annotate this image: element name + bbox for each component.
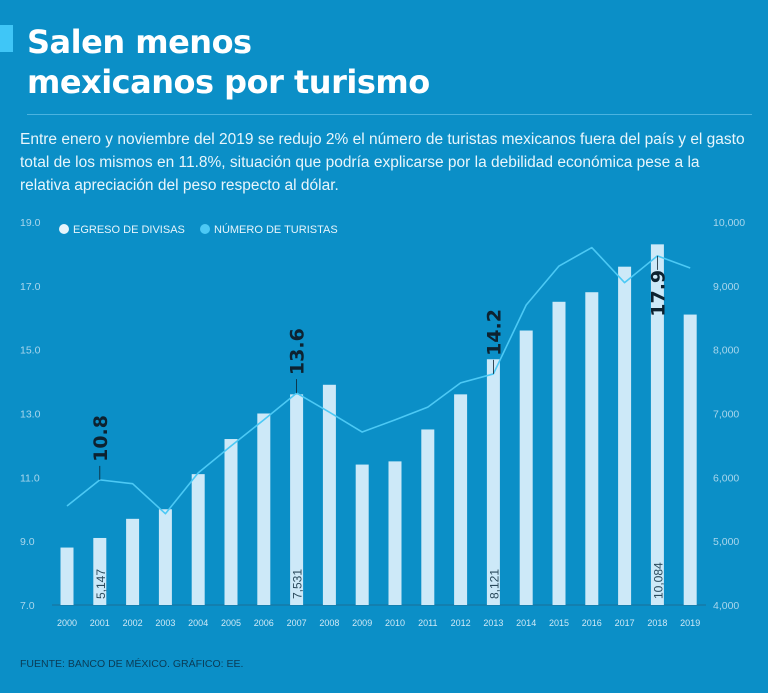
legend-line-label: NÚMERO DE TURISTAS <box>214 223 338 236</box>
bar-2010 <box>388 461 402 605</box>
right-y-tick-label: 6,000 <box>713 472 739 484</box>
title-accent-bar <box>0 25 13 52</box>
bar-2016 <box>585 292 599 605</box>
page-title: Salen menos mexicanos por turismo <box>27 22 430 102</box>
legend: EGRESO DE DIVISAS NÚMERO DE TURISTAS <box>59 223 338 236</box>
bar-2007 <box>290 394 304 605</box>
left-y-tick-label: 9.0 <box>20 536 35 548</box>
bar-2005 <box>224 439 238 605</box>
left-y-tick-label: 19.0 <box>20 217 41 229</box>
annotation-value-2007: 13.6 <box>287 328 309 375</box>
bar-2018 <box>650 244 664 605</box>
turistas-line <box>66 246 691 515</box>
x-tick-label: 2017 <box>615 618 635 628</box>
x-tick-label: 2004 <box>188 618 208 628</box>
x-tick-label: 2003 <box>155 618 175 628</box>
bar-2004 <box>191 474 205 605</box>
legend-bar-marker <box>59 224 69 234</box>
right-y-tick-label: 7,000 <box>713 409 739 421</box>
x-tick-label: 2009 <box>352 618 372 628</box>
legend-line-marker <box>200 224 210 234</box>
x-tick-label: 2015 <box>549 618 569 628</box>
bar-2012 <box>454 394 468 605</box>
bar-2008 <box>322 384 336 605</box>
bar-2006 <box>257 413 271 605</box>
bar-2017 <box>618 266 632 605</box>
bar-2019 <box>683 314 697 605</box>
annotation-value-2018: 17.9 <box>647 270 669 317</box>
x-tick-label: 2012 <box>451 618 471 628</box>
x-tick-label: 2016 <box>582 618 602 628</box>
left-y-tick-label: 7.0 <box>20 600 35 612</box>
legend-bar-label: EGRESO DE DIVISAS <box>73 224 185 236</box>
x-tick-label: 2013 <box>483 618 503 628</box>
bar-2001 <box>93 537 107 605</box>
right-y-tick-label: 8,000 <box>713 345 739 357</box>
subtitle: Entre enero y noviembre del 2019 se redu… <box>20 131 745 194</box>
header-divider <box>27 114 752 115</box>
left-y-tick-label: 11.0 <box>20 472 40 484</box>
source-footer: FUENTE: BANCO DE MÉXICO. GRÁFICO: EE. <box>20 658 244 670</box>
bar-2000 <box>60 547 74 605</box>
bar-2011 <box>421 429 435 605</box>
annotation-value-2013: 14.2 <box>483 309 505 356</box>
bar-2002 <box>126 518 140 605</box>
x-tick-label: 2007 <box>287 618 307 628</box>
title-line-2: mexicanos por turismo <box>27 63 430 101</box>
right-y-tick-label: 10,000 <box>713 217 745 229</box>
x-tick-label: 2014 <box>516 618 536 628</box>
right-y-tick-label: 4,000 <box>713 600 739 612</box>
bar-2013 <box>486 359 500 605</box>
bar-2009 <box>355 464 369 605</box>
annotation-value-2001: 10.8 <box>90 415 112 462</box>
x-tick-label: 2008 <box>319 618 339 628</box>
x-tick-label: 2019 <box>680 618 700 628</box>
x-tick-label: 2001 <box>90 618 110 628</box>
left-y-tick-label: 17.0 <box>20 281 41 293</box>
annotation-small-2007: 7,531 <box>291 569 305 599</box>
x-tick-label: 2005 <box>221 618 241 628</box>
x-tick-label: 2011 <box>418 618 437 628</box>
x-tick-label: 2018 <box>647 618 667 628</box>
bar-2014 <box>519 330 533 605</box>
right-y-tick-label: 9,000 <box>713 281 739 293</box>
title-line-1: Salen menos <box>27 23 252 61</box>
bar-2015 <box>552 301 566 605</box>
x-tick-label: 2010 <box>385 618 405 628</box>
left-y-tick-label: 13.0 <box>20 409 41 421</box>
x-tick-label: 2002 <box>123 618 143 628</box>
bar-2003 <box>158 509 172 605</box>
annotation-small-2018: 10,084 <box>651 562 665 599</box>
right-y-tick-label: 5,000 <box>713 536 739 548</box>
annotation-small-2013: 8,121 <box>487 569 501 599</box>
x-tick-label: 2000 <box>57 618 77 628</box>
annotation-small-2001: 5,147 <box>94 569 108 599</box>
x-tick-label: 2006 <box>254 618 274 628</box>
left-y-tick-label: 15.0 <box>20 345 41 357</box>
